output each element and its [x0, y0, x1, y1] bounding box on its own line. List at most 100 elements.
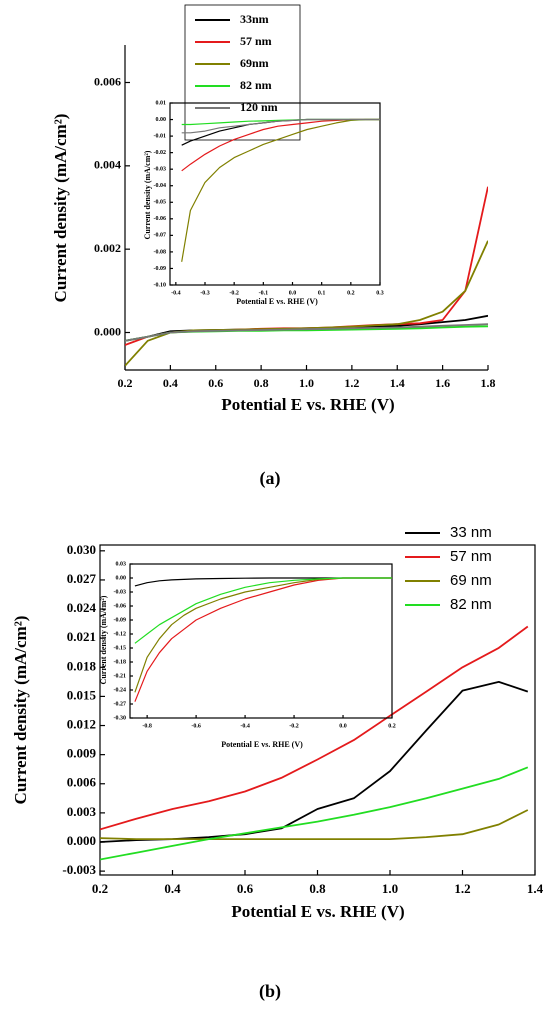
series-line — [100, 809, 529, 840]
x-tick-label: 0.8 — [254, 376, 269, 390]
x-tick-label: 0.6 — [237, 881, 254, 896]
x-tick-label: -0.2 — [229, 290, 239, 296]
y-tick-label: 0.024 — [67, 600, 97, 615]
x-tick-label: 0.0 — [289, 290, 297, 296]
y-tick-label: 0.027 — [67, 571, 97, 586]
y-tick-label: -0.06 — [154, 216, 167, 222]
y-tick-label: -0.24 — [114, 687, 127, 693]
y-tick-label: -0.08 — [154, 249, 167, 255]
x-tick-label: 1.2 — [344, 376, 359, 390]
y-tick-label: 0.000 — [94, 324, 121, 338]
y-tick-label: -0.30 — [114, 715, 127, 721]
legend-label: 82 nm — [240, 78, 272, 92]
x-tick-label: 0.4 — [163, 376, 178, 390]
y-tick-label: -0.07 — [154, 233, 167, 239]
x-tick-label: 1.4 — [390, 376, 405, 390]
y-tick-label: -0.003 — [62, 862, 96, 877]
y-tick-label: -0.21 — [114, 673, 127, 679]
x-tick-label: -0.3 — [200, 290, 210, 296]
x-tick-label: 1.0 — [299, 376, 314, 390]
x-tick-label: 0.0 — [339, 723, 347, 729]
legend-label: 69 nm — [450, 572, 492, 589]
y-tick-label: -0.18 — [114, 659, 127, 665]
x-tick-label: -0.2 — [289, 723, 299, 729]
y-tick-label: -0.05 — [154, 200, 167, 206]
x-tick-label: 0.2 — [92, 881, 108, 896]
y-tick-label: -0.12 — [114, 631, 127, 637]
x-axis-label: Potential E vs. RHE (V) — [231, 902, 404, 921]
x-tick-label: -0.4 — [240, 723, 250, 729]
x-tick-label: 0.3 — [376, 290, 384, 296]
series-line — [134, 577, 392, 702]
x-tick-label: 1.6 — [435, 376, 450, 390]
legend-label: 33 nm — [450, 524, 492, 541]
y-tick-label: 0.002 — [94, 241, 121, 255]
x-tick-label: -0.6 — [191, 723, 201, 729]
y-tick-label: -0.09 — [154, 266, 167, 272]
x-tick-label: 0.1 — [318, 290, 326, 296]
y-tick-label: 0.00 — [156, 117, 167, 123]
y-tick-label: 0.006 — [67, 775, 97, 790]
series-line — [134, 577, 392, 693]
y-tick-label: 0.003 — [67, 804, 97, 819]
series-line — [125, 186, 488, 346]
y-axis-label: Current density (mA/cm²) — [51, 114, 70, 303]
x-axis-label: Potential E vs. RHE (V) — [236, 297, 318, 306]
y-tick-label: -0.03 — [114, 589, 127, 595]
y-tick-label: -0.09 — [114, 617, 127, 623]
series-line — [125, 323, 488, 342]
x-tick-label: -0.1 — [259, 290, 269, 296]
plot-frame — [169, 102, 381, 286]
y-tick-label: -0.15 — [114, 645, 127, 651]
x-tick-label: 0.2 — [118, 376, 133, 390]
y-tick-label: 0.021 — [67, 629, 96, 644]
y-tick-label: 0.006 — [94, 74, 121, 88]
x-tick-label: 0.2 — [347, 290, 355, 296]
y-tick-label: -0.10 — [154, 282, 167, 288]
legend-label: 57 nm — [450, 548, 492, 565]
x-tick-label: -0.4 — [171, 290, 181, 296]
y-axis-label: Current density (mA/cm²) — [99, 595, 108, 684]
y-tick-label: 0.00 — [116, 575, 127, 581]
x-tick-label: 1.0 — [382, 881, 398, 896]
x-axis-label: Potential E vs. RHE (V) — [221, 395, 394, 414]
y-tick-label: -0.27 — [114, 701, 127, 707]
y-tick-label: 0.03 — [116, 561, 127, 567]
y-tick-label: 0.009 — [67, 746, 97, 761]
caption: (a) — [260, 468, 281, 489]
legend-label: 82 nm — [450, 596, 492, 613]
x-tick-label: 1.2 — [454, 881, 470, 896]
y-tick-label: 0.004 — [94, 158, 121, 172]
x-axis-label: Potential E vs. RHE (V) — [221, 740, 303, 749]
x-tick-label: 0.2 — [388, 723, 396, 729]
y-tick-label: -0.06 — [114, 603, 127, 609]
series-line — [100, 766, 529, 861]
legend-box — [184, 4, 301, 141]
x-tick-label: 1.8 — [481, 376, 496, 390]
y-tick-label: 0.030 — [67, 542, 96, 557]
y-tick-label: -0.04 — [154, 183, 167, 189]
series-line — [134, 577, 392, 587]
y-tick-label: -0.03 — [154, 167, 167, 173]
y-tick-label: 0.015 — [67, 687, 97, 702]
y-tick-label: 0.012 — [67, 717, 96, 732]
series-line — [134, 577, 392, 644]
y-axis-label: Current density (mA/cm²) — [11, 616, 30, 805]
x-tick-label: 0.6 — [208, 376, 223, 390]
legend-label: 33nm — [240, 12, 269, 26]
x-tick-label: 1.4 — [527, 881, 544, 896]
y-tick-label: 0.01 — [156, 100, 167, 106]
y-axis-label: Current density (mA/cm²) — [143, 150, 152, 239]
series-line — [181, 118, 380, 262]
x-tick-label: 0.4 — [164, 881, 181, 896]
legend-label: 69nm — [240, 56, 269, 70]
plot-frame — [129, 563, 393, 719]
y-tick-label: -0.01 — [154, 133, 167, 139]
legend-label: 57 nm — [240, 34, 272, 48]
y-tick-label: 0.018 — [67, 658, 97, 673]
plot-frame — [99, 544, 536, 876]
x-tick-label: -0.8 — [142, 723, 152, 729]
legend-label: 120 nm — [240, 100, 278, 114]
y-tick-label: -0.02 — [154, 150, 167, 156]
